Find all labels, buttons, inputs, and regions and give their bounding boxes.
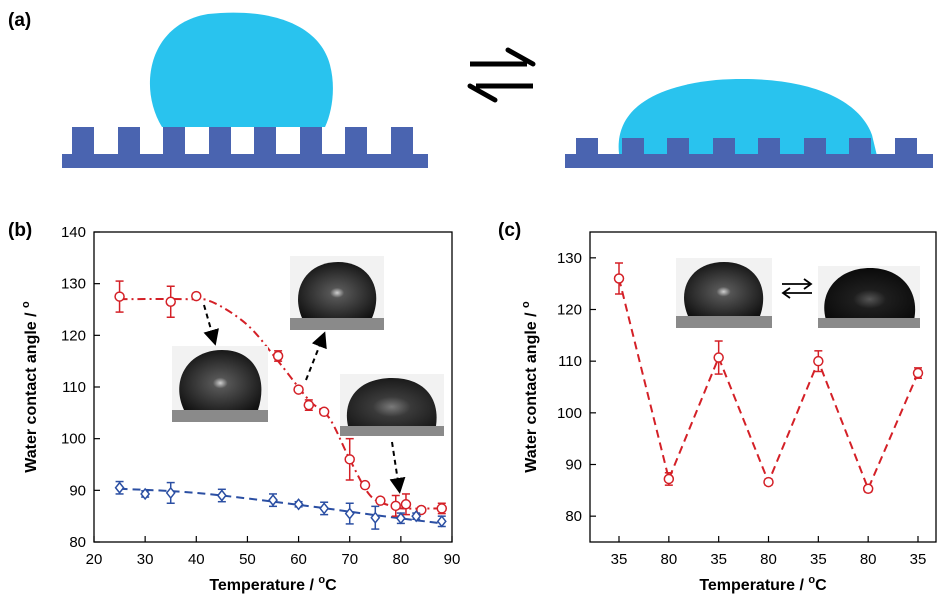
inset-switch-arrows xyxy=(781,278,813,299)
chart-c-point xyxy=(862,483,874,495)
chart-b-series-2-point xyxy=(114,481,125,494)
chart-b-series-1-point xyxy=(390,500,401,512)
droplet-hydrophilic-schematic xyxy=(565,79,933,168)
chart-b-series-1-point xyxy=(400,499,412,510)
chart-c-ytick-label: 110 xyxy=(558,353,582,370)
chart-b-series-2-point xyxy=(436,515,447,528)
chart-b-ytick-label: 130 xyxy=(61,276,86,293)
chart-b-xtick-label: 40 xyxy=(188,551,205,568)
inset-photo-droplet-40c xyxy=(290,256,384,330)
chart-b-series-1-point xyxy=(436,503,448,514)
chart-b-ytick-label: 90 xyxy=(69,482,86,499)
chart-c-point xyxy=(713,352,724,363)
chart-b-series-1-point xyxy=(318,406,330,418)
chart-b-xtick-label: 60 xyxy=(290,551,307,568)
chart-b-xlabel-text: Temperature / xyxy=(209,577,318,594)
chart-c-ytick-label: 100 xyxy=(557,405,582,422)
chart-b-series-1-point xyxy=(272,350,284,362)
chart-b-series-2-point xyxy=(370,511,381,524)
chart-c-xtick-label: 80 xyxy=(860,551,877,568)
chart-b-series-2-point xyxy=(165,486,176,500)
chart-b-ylabel: Water contact angle / o xyxy=(20,301,40,473)
chart-b-xlabel-degree: o xyxy=(318,574,325,586)
chart-b-series-2-point xyxy=(344,507,355,520)
chart-b-series-1-point xyxy=(293,384,304,395)
chart-c-ylabel: Water contact angle / o xyxy=(520,301,540,473)
substrate-pillars-left xyxy=(72,127,413,154)
chart-b-series-2-point xyxy=(140,487,151,501)
inset-photo-droplet-35c xyxy=(676,258,772,328)
chart-b-xtick-label: 30 xyxy=(137,551,154,568)
chart-b-xtick-label: 90 xyxy=(444,551,461,568)
chart-c-point xyxy=(663,473,675,485)
chart-b-series-1-point xyxy=(114,291,125,302)
chart-b-series-1-point xyxy=(359,479,371,491)
chart-c-xtick-label: 35 xyxy=(810,551,827,568)
chart-b-ytick-label: 140 xyxy=(61,224,86,241)
chart-c-point xyxy=(613,273,625,284)
chart-c-point xyxy=(763,476,774,488)
chart-b-series-2-point xyxy=(216,489,227,502)
chart-b-xtick-label: 80 xyxy=(393,551,410,568)
chart-c-point xyxy=(912,367,924,379)
inset-photo-droplet-80c-dark xyxy=(818,266,920,328)
chart-c-ytick-label: 90 xyxy=(565,457,582,474)
chart-b-series-1-point xyxy=(191,290,202,302)
chart-b: 20 30 40 50 60 70 80 90 80 90 100 110 120 130 140 Temp… xyxy=(20,224,460,594)
chart-c: 35 80 35 80 35 80 35 80 90 100 110 120 130 Temperatu… xyxy=(520,231,937,594)
droplet-spherical xyxy=(149,12,333,127)
chart-b-series-1-point xyxy=(303,399,315,411)
chart-b-series-1-point xyxy=(375,495,386,506)
chart-b-series-2-point xyxy=(293,498,304,511)
panel-c-label: (c) xyxy=(498,220,521,241)
chart-b-series-1-point xyxy=(344,454,355,465)
reversible-arrows xyxy=(467,47,536,103)
panel-a-label: (a) xyxy=(8,10,31,31)
chart-b-xtick-label: 70 xyxy=(341,551,358,568)
chart-c-xtick-label: 35 xyxy=(611,551,628,568)
inset-photo-droplet-25c xyxy=(172,346,268,422)
droplet-hydrophobic-schematic xyxy=(62,12,428,168)
chart-b-ytick-label: 100 xyxy=(61,431,86,448)
inset-photo-droplet-80c xyxy=(340,374,444,436)
chart-b-series-2-point xyxy=(268,493,278,507)
chart-b-ytick-label: 110 xyxy=(62,379,86,396)
substrate-pillars-right xyxy=(576,138,917,154)
panel-b-label: (b) xyxy=(8,220,32,241)
chart-c-xtick-label: 80 xyxy=(660,551,677,568)
inset-pointer-arrows xyxy=(203,304,406,494)
chart-c-ytick-label: 120 xyxy=(557,302,582,319)
substrate-base-right xyxy=(565,154,933,168)
chart-b-series-1-point xyxy=(165,296,176,307)
chart-c-xtick-label: 80 xyxy=(760,551,777,568)
droplet-spread xyxy=(618,79,878,160)
chart-b-xtick-label: 50 xyxy=(239,551,256,568)
chart-b-ytick-label: 80 xyxy=(69,534,86,551)
chart-c-ytick-label: 80 xyxy=(565,508,582,525)
chart-c-xtick-label: 35 xyxy=(910,551,927,568)
chart-b-ytick-label: 120 xyxy=(61,327,86,344)
chart-c-point xyxy=(813,355,824,367)
chart-b-series-2-point xyxy=(319,502,330,515)
chart-c-xlabel: Temperature / oC xyxy=(699,574,827,594)
chart-c-xtick-label: 35 xyxy=(710,551,727,568)
chart-b-series-2-point xyxy=(395,512,406,525)
substrate-base-left xyxy=(62,154,428,168)
chart-c-ytick-label: 130 xyxy=(557,250,582,267)
chart-c-plot-frame xyxy=(589,231,937,543)
chart-b-series-2-point xyxy=(411,509,422,523)
chart-b-xlabel: Temperature / oC xyxy=(209,574,337,594)
chart-b-xtick-label: 20 xyxy=(86,551,103,568)
chart-b-series-1-point xyxy=(416,504,427,516)
